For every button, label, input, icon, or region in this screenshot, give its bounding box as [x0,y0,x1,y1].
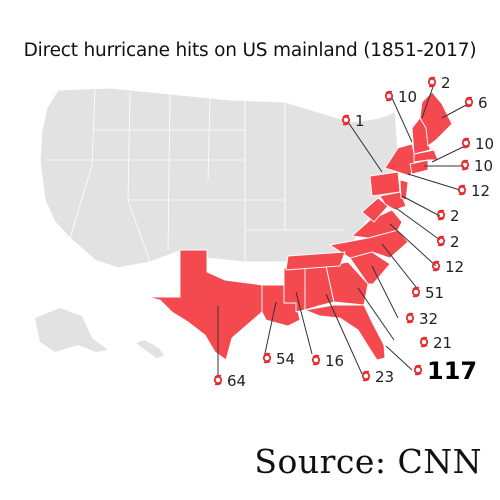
label-value-louisiana: 54 [276,350,295,368]
hawaii-shape [136,340,164,358]
label-value-connecticut: 10 [474,157,493,175]
hurricane-icon [262,352,272,364]
label-new-york: 10 [384,88,417,106]
label-massachusetts: 10 [461,135,494,153]
label-north-carolina: 51 [411,284,444,302]
label-value-massachusetts: 10 [475,135,494,153]
hurricane-icon [460,159,470,171]
hurricane-icon [436,235,446,247]
label-value-alabama: 23 [375,368,394,386]
state-georgia [325,261,369,306]
hurricane-icon [361,370,371,382]
hurricane-icon [384,90,394,102]
label-value-florida: 117 [427,357,477,385]
label-value-new-hampshire: 2 [441,74,451,92]
label-value-pennsylvania: 1 [355,112,365,130]
hurricane-icon [405,312,415,324]
label-texas: 64 [213,372,246,390]
label-connecticut: 10 [460,157,493,175]
state-florida [303,304,386,361]
label-pennsylvania: 1 [341,112,365,130]
label-south-carolina: 32 [405,310,438,328]
hit-labels: 1 10 2 6 9 10 10 12 [213,74,494,390]
label-mississippi: 16 [311,352,344,370]
label-florida: 117 [413,357,477,385]
label-value-south-carolina: 32 [419,310,438,328]
label-value-virginia: 12 [445,258,464,276]
label-value-new-jersey: 12 [471,182,490,200]
label-value-georgia: 21 [433,334,452,352]
label-new-jersey: 12 [457,182,490,200]
state-massachusetts [413,149,439,163]
state-tennessee [285,251,346,271]
state-maryland-delaware [379,191,407,211]
hurricane-icon [213,374,223,386]
state-grid-lines [45,89,345,263]
label-maine: 6 [464,94,488,112]
alaska-shape [35,308,108,352]
hurricane-icon [427,76,437,88]
label-value-new-york: 10 [398,88,417,106]
label-value-maine: 6 [478,94,488,112]
map-title: Direct hurricane hits on US mainland (18… [23,40,477,61]
label-value-texas: 64 [227,372,246,390]
label-alabama: 23 [361,368,394,386]
hurricane-icon [413,364,423,376]
source-credit: Source: CNN [254,442,482,481]
state-maine [419,91,453,147]
leader-lines [217,83,469,376]
label-value-north-carolina: 51 [425,284,444,302]
state-virginia [350,209,403,239]
state-pennsylvania [369,171,401,197]
label-maryland: 2 [436,233,460,251]
state-texas [146,249,263,361]
hurricane-icon [411,286,421,298]
label-virginia: 12 [431,258,464,276]
label-value-delaware: 2 [450,207,460,225]
hurricane-icon [419,336,429,348]
hurricane-icon [311,354,321,366]
state-new-jersey [399,179,409,201]
hit-states [146,91,453,361]
label-louisiana: 54 [262,350,295,368]
label-new-hampshire: 2 [427,74,451,92]
label-georgia: 21 [419,334,452,352]
hurricane-icon [461,137,471,149]
label-value-mississippi: 16 [325,352,344,370]
label-value-maryland: 2 [450,233,460,251]
hurricane-icon [464,96,474,108]
label-delaware: 2 [436,207,460,225]
state-connecticut-ri [409,159,429,175]
